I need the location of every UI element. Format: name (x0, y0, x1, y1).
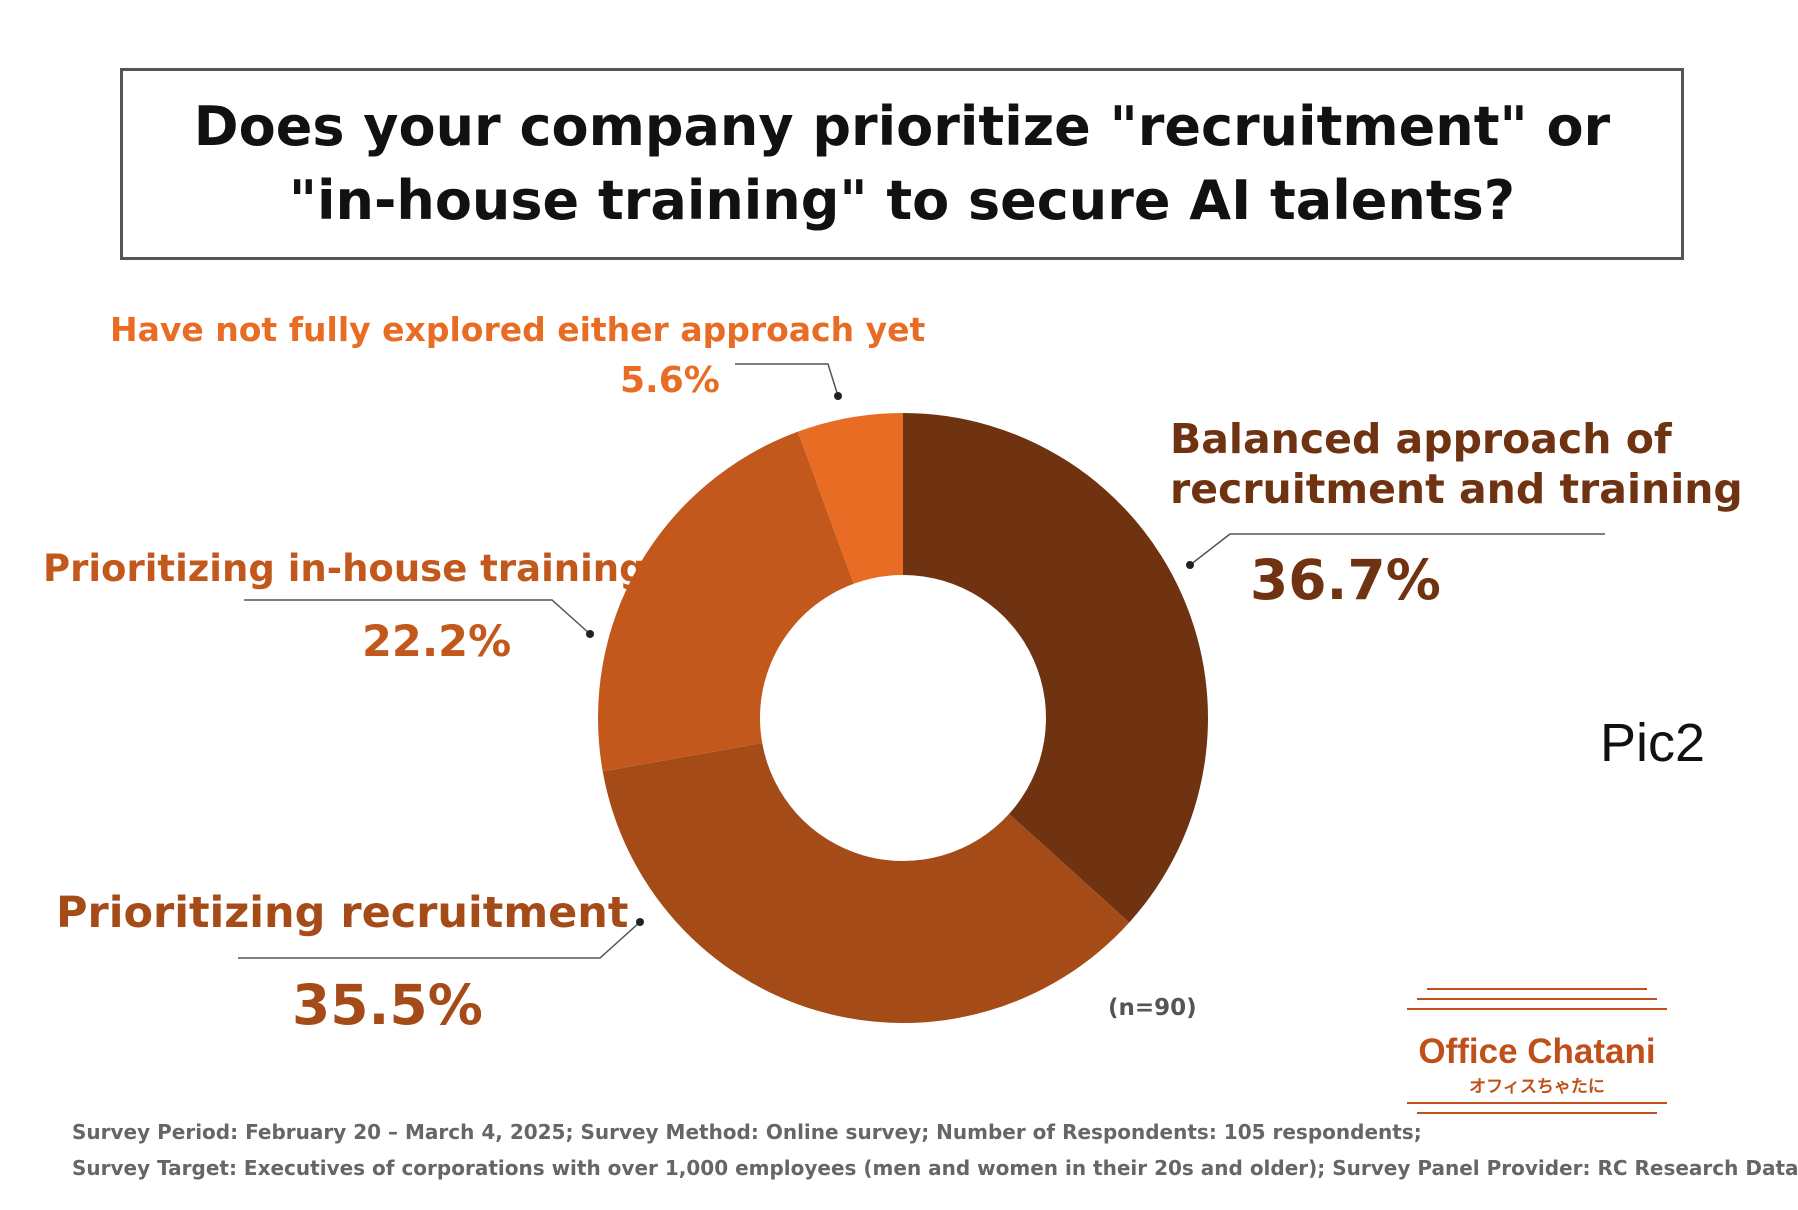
footnote-survey-target: Survey Target: Executives of corporation… (72, 1156, 1798, 1180)
sample-size-note: (n=90) (1108, 995, 1197, 1021)
slice-label-in-house-training: Prioritizing in-house training (43, 547, 646, 590)
logo-rule-4 (1407, 1102, 1667, 1104)
donut-slice-not-explored (797, 413, 903, 584)
logo-name: Office Chatani (1418, 1032, 1656, 1071)
leader-line-not-explored (735, 363, 839, 397)
logo-rule-1 (1427, 988, 1647, 990)
slice-value-recruitment: 35.5% (292, 973, 483, 1037)
picture-label: Pic2 (1600, 713, 1706, 773)
donut-slice-balanced (903, 413, 1208, 923)
chart-title-box: Does your company prioritize "recruitmen… (120, 68, 1684, 260)
logo-subtitle: オフィスちゃたに (1469, 1077, 1605, 1097)
leader-line-in-house-training-dot (586, 630, 594, 638)
slice-value-not-explored: 5.6% (620, 360, 720, 401)
chart-title-line-1: Does your company prioritize "recruitmen… (193, 95, 1611, 158)
footnote-survey-period: Survey Period: February 20 – March 4, 20… (72, 1120, 1422, 1144)
leader-line-recruitment (238, 921, 641, 959)
slice-label-not-explored: Have not fully explored either approach … (110, 310, 926, 349)
slice-label-balanced-line-1: Balanced approach of (1170, 415, 1672, 463)
logo-rule-3 (1407, 1008, 1667, 1010)
slice-label-balanced-line-2: recruitment and training (1170, 465, 1743, 513)
slice-label-recruitment: Prioritizing recruitment (56, 888, 629, 938)
leader-line-not-explored-dot (834, 392, 842, 400)
leader-line-in-house-training (244, 599, 591, 635)
donut-slice-recruitment (602, 743, 1130, 1023)
leader-line-balanced (1189, 533, 1605, 566)
logo-rule-2 (1417, 998, 1657, 1000)
logo-rule-5 (1417, 1112, 1657, 1114)
donut-slice-in-house-training (598, 431, 854, 772)
chart-title-line-2: "in-house training" to secure AI talents… (288, 169, 1516, 232)
leader-line-balanced-dot (1186, 561, 1194, 569)
office-chatani-logo: Office Chatani オフィスちゃたに (1405, 988, 1669, 1114)
leader-line-recruitment-dot (636, 918, 644, 926)
slice-value-in-house-training: 22.2% (362, 617, 512, 667)
slice-value-balanced: 36.7% (1250, 548, 1441, 612)
